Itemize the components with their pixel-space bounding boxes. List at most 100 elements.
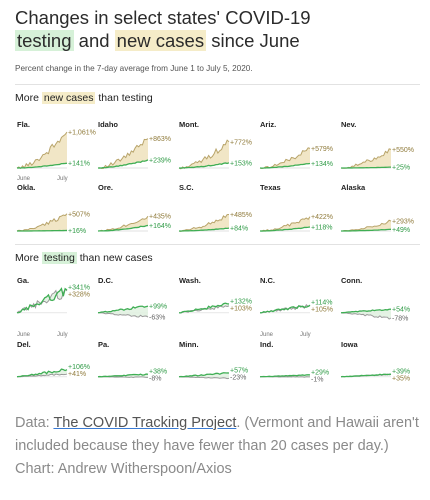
tick-july: July — [57, 176, 68, 182]
testing-line — [97, 224, 149, 232]
section2-highlight: testing — [41, 252, 77, 264]
state-label: Ind. — [260, 340, 274, 349]
testing-value-label: +16% — [68, 228, 86, 235]
testing-value-label: +57% — [230, 367, 248, 374]
testing-line — [178, 302, 230, 314]
state-label: Ga. — [17, 276, 30, 285]
panel-del: Del. +41% +106% — [15, 340, 93, 402]
cases-value-label: +41% — [68, 371, 86, 378]
testing-line — [97, 159, 149, 169]
section2-heading: More testing than new cases — [15, 252, 153, 264]
panel-minn: Minn. -23% +57% — [177, 340, 255, 402]
gap-area — [260, 147, 310, 169]
panel-ind: Ind. -1% +29% — [258, 340, 336, 402]
title-since: since June — [211, 30, 300, 51]
chart-title: Changes in select states' COVID-19 testi… — [15, 6, 420, 52]
testing-value-label: +84% — [230, 226, 248, 233]
section1-post: than testing — [98, 92, 153, 104]
gap-area — [98, 306, 148, 317]
gap-area — [341, 220, 391, 231]
cases-value-label: -23% — [230, 374, 246, 381]
testing-line — [178, 372, 230, 378]
gap-area — [341, 148, 391, 169]
panel-svg: +41%+106% — [16, 364, 90, 378]
panel-idaho: Idaho +863% +239% — [96, 120, 174, 182]
panel-ore: Ore. +435% +164% — [96, 183, 174, 245]
section1-highlight: new cases — [41, 92, 96, 104]
footer-note: Data: The COVID Tracking Project. (Vermo… — [15, 412, 425, 481]
cases-line — [97, 312, 149, 318]
testing-line — [340, 373, 392, 378]
panel-alaska: Alaska +293% +49% — [339, 183, 417, 245]
state-label: Iowa — [341, 340, 358, 349]
footer-post: . (Vermont and Hawaii aren't included be… — [15, 415, 419, 477]
cases-line — [340, 312, 392, 320]
title-line1: Changes in select states' COVID-19 — [15, 7, 311, 28]
source-link[interactable]: The COVID Tracking Project — [53, 415, 237, 431]
panel-svg: -63% +99% — [97, 304, 167, 321]
testing-line — [178, 227, 230, 232]
panel-svg: +579% +134% — [259, 146, 333, 169]
testing-line — [16, 368, 68, 378]
testing-line — [16, 229, 68, 232]
testing-line — [340, 166, 392, 169]
panel-pa: Pa. -8% +38% — [96, 340, 174, 402]
state-label: Pa. — [98, 340, 110, 349]
state-label: Texas — [260, 183, 281, 192]
title-and: and — [78, 30, 110, 51]
panel-nev: Nev. +550% +25% — [339, 120, 417, 182]
panel-svg: +422% +118% — [259, 214, 333, 232]
testing-value-label: +141% — [68, 161, 90, 168]
testing-line — [259, 374, 311, 378]
panel-texas: Texas +422% +118% — [258, 183, 336, 245]
testing-line — [178, 162, 230, 169]
panel-wash: Wash. +103% +132% — [177, 276, 255, 338]
gap-area — [17, 132, 67, 169]
panel-svg: +435% +164% — [97, 214, 171, 232]
cases-value-label: +435% — [149, 214, 171, 221]
tick-june: June — [17, 176, 31, 182]
testing-value-label: +29% — [311, 369, 329, 376]
testing-value-label: +114% — [311, 300, 332, 307]
testing-line — [259, 304, 311, 314]
testing-line — [16, 287, 68, 314]
panel-svg: +103%+132% — [178, 298, 252, 314]
state-label: Conn. — [341, 276, 363, 285]
cases-value-label: +772% — [230, 139, 252, 146]
state-label: Nev. — [341, 120, 357, 129]
testing-line — [97, 305, 149, 314]
section1-heading: More new cases than testing — [15, 92, 153, 104]
title-new-cases: new cases — [114, 30, 207, 51]
tick-june: June — [17, 332, 31, 338]
state-label: Fla. — [17, 120, 30, 129]
panel-okla: Okla. +507% +16% — [15, 183, 93, 245]
cases-value-label: -63% — [149, 314, 165, 321]
cases-value-label: +863% — [149, 136, 171, 143]
testing-line — [340, 228, 392, 232]
panel-ga: Ga. +328% +341% June July — [15, 276, 93, 338]
state-label: Alaska — [341, 183, 366, 192]
cases-value-label: +328% — [68, 292, 90, 299]
panel-svg: +485% +84% — [178, 212, 252, 233]
testing-value-label: +239% — [149, 157, 171, 164]
testing-value-label: +49% — [392, 227, 410, 234]
tick-july: July — [300, 332, 311, 338]
gap-area — [179, 140, 229, 169]
panel-conn: Conn. -78% +54% — [339, 276, 417, 338]
panel-svg: -8%+38% — [97, 369, 167, 383]
cases-value-label: +422% — [311, 214, 333, 221]
state-label: N.C. — [260, 276, 275, 285]
section2-divider — [15, 244, 420, 245]
testing-value-label: +39% — [392, 369, 410, 376]
cases-value-label: +507% — [68, 211, 90, 218]
panel-svg: -1%+29% — [259, 369, 329, 383]
cases-line — [16, 213, 68, 232]
state-label: Wash. — [179, 276, 201, 285]
testing-value-label: +132% — [230, 298, 252, 305]
cases-value-label: -78% — [392, 316, 408, 323]
cases-value-label: +103% — [230, 305, 252, 312]
state-label: Mont. — [179, 120, 199, 129]
gap-area — [17, 213, 67, 231]
cases-value-label: +105% — [311, 307, 333, 314]
section1-pre: More — [15, 92, 39, 104]
